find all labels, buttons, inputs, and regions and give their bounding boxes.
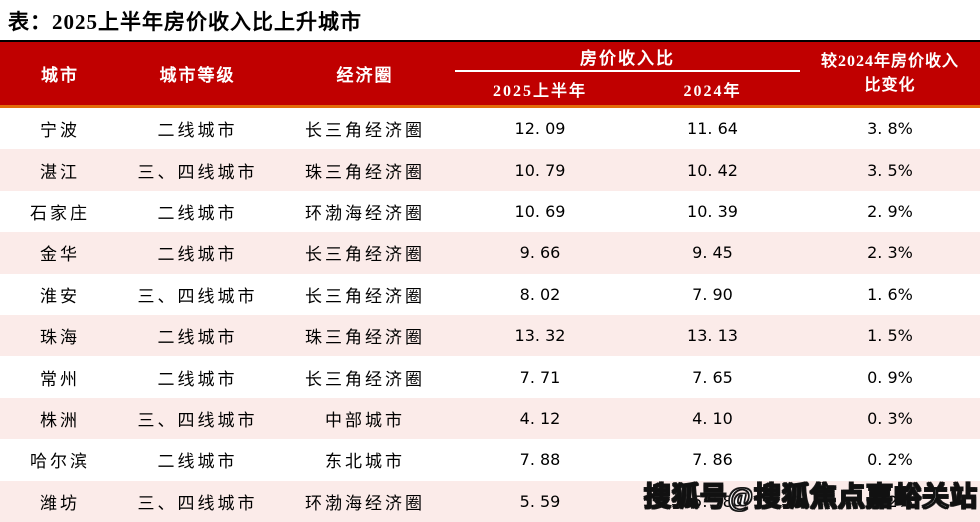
table-row: 常州 二线城市 长三角经济圈 7. 71 7. 65 0. 9% [0, 356, 980, 397]
cell-city: 潍坊 [40, 493, 80, 513]
cell-hpir-2024: 7. 65 [692, 367, 733, 387]
cell-hpir-2025: 13. 32 [514, 326, 566, 346]
cell-hpir-2025: 7. 71 [519, 367, 561, 387]
cell-region: 中部城市 [325, 410, 405, 430]
table-row: 湛江 三、四线城市 珠三角经济圈 10. 79 10. 42 3. 5% [0, 149, 980, 191]
cell-hpir-2024: 5. 58 [692, 491, 733, 511]
table-row: 哈尔滨 二线城市 东北城市 7. 88 7. 86 0. 2% [0, 439, 980, 480]
cell-hpir-2024: 11. 64 [687, 119, 738, 139]
cell-city: 宁波 [40, 121, 80, 141]
table-row: 宁波 二线城市 长三角经济圈 12. 09 11. 64 3. 8% [0, 108, 980, 149]
watermark-text: 搜狐号@搜狐焦点嘉峪关站 [643, 481, 978, 512]
cell-region: 珠三角经济圈 [305, 162, 425, 182]
header-region: 经济圈 [336, 66, 394, 85]
cell-tier: 二线城市 [157, 245, 238, 265]
cell-change: 0. 2% [867, 491, 913, 511]
cell-tier: 二线城市 [157, 452, 238, 472]
cell-hpir-2025: 5. 59 [519, 491, 561, 511]
table-row: 潍坊 三、四线城市 环渤海经济圈 5. 59 5. 58 0. 2% [0, 480, 980, 522]
cell-city: 常州 [40, 369, 80, 389]
header-tier: 城市等级 [159, 66, 236, 85]
header-change: 较2024年房价收入 比变化 [800, 42, 980, 105]
cell-tier: 二线城市 [157, 203, 238, 223]
cell-hpir-2025: 10. 69 [514, 201, 566, 221]
cell-region: 珠三角经济圈 [305, 328, 425, 348]
cell-hpir-2024: 7. 86 [692, 450, 733, 470]
cell-change: 0. 9% [867, 367, 913, 387]
cell-hpir-2024: 10. 39 [687, 201, 738, 221]
cell-city: 哈尔滨 [30, 452, 90, 472]
cell-region: 长三角经济圈 [305, 369, 425, 389]
cell-region: 环渤海经济圈 [305, 493, 425, 513]
cell-change: 1. 6% [867, 284, 913, 304]
cell-hpir-2025: 9. 66 [519, 243, 561, 263]
header-sub-2024: 2024年 [683, 82, 742, 100]
cell-hpir-2025: 12. 09 [514, 119, 566, 139]
cell-tier: 三、四线城市 [137, 410, 258, 430]
cell-hpir-2024: 10. 42 [687, 160, 738, 180]
table-body: 宁波 二线城市 长三角经济圈 12. 09 11. 64 3. 8% 湛江 三、… [0, 108, 980, 522]
cell-change: 0. 2% [867, 450, 913, 470]
cell-tier: 三、四线城市 [137, 162, 258, 182]
cell-hpir-2025: 4. 12 [519, 408, 561, 428]
cell-hpir-2024: 13. 13 [687, 326, 738, 346]
cell-city: 淮安 [40, 286, 80, 306]
cell-hpir-2025: 8. 02 [519, 284, 561, 304]
cell-hpir-2024: 9. 45 [692, 243, 733, 263]
cell-tier: 三、四线城市 [137, 286, 258, 306]
cell-hpir-2025: 7. 88 [519, 450, 561, 470]
header-group-underline [455, 70, 800, 72]
cell-change: 3. 5% [867, 160, 913, 180]
header-sub-2025h1: 2025上半年 [492, 82, 587, 100]
cell-change: 0. 3% [867, 408, 913, 428]
header-change-line1: 较2024年房价收入 [820, 52, 959, 70]
table-row: 珠海 二线城市 珠三角经济圈 13. 32 13. 13 1. 5% [0, 314, 980, 357]
table-title: 表：2025上半年房价收入比上升城市 [8, 10, 362, 34]
header-group-price-income-ratio: 房价收入比 2025上半年 2024年 [455, 42, 800, 105]
cell-change: 1. 5% [867, 326, 913, 346]
cell-tier: 二线城市 [157, 369, 238, 389]
table-row: 石家庄 二线城市 环渤海经济圈 10. 69 10. 39 2. 9% [0, 191, 980, 232]
table-row: 金华 二线城市 长三角经济圈 9. 66 9. 45 2. 3% [0, 232, 980, 274]
cell-city: 珠海 [40, 328, 80, 348]
cell-change: 2. 9% [867, 201, 913, 221]
table-header: 城市 城市等级 经济圈 房价收入比 2025上半年 2024年 较2024年房价… [0, 40, 980, 108]
cell-hpir-2025: 10. 79 [514, 160, 566, 180]
table-row: 淮安 三、四线城市 长三角经济圈 8. 02 7. 90 1. 6% [0, 274, 980, 315]
cell-region: 环渤海经济圈 [305, 203, 425, 223]
cell-city: 金华 [40, 245, 80, 265]
cell-region: 长三角经济圈 [305, 245, 425, 265]
cell-tier: 二线城市 [157, 121, 238, 141]
cell-change: 3. 8% [867, 119, 913, 139]
data-table: 城市 城市等级 经济圈 房价收入比 2025上半年 2024年 较2024年房价… [0, 40, 980, 522]
cell-city: 石家庄 [30, 203, 90, 223]
table-row: 株洲 三、四线城市 中部城市 4. 12 4. 10 0. 3% [0, 397, 980, 440]
cell-tier: 二线城市 [157, 328, 238, 348]
cell-city: 湛江 [40, 162, 80, 182]
header-change-line2: 比变化 [864, 76, 916, 94]
cell-change: 2. 3% [867, 243, 913, 263]
cell-hpir-2024: 7. 90 [692, 284, 733, 304]
cell-hpir-2024: 4. 10 [692, 408, 733, 428]
cell-city: 株洲 [40, 410, 80, 430]
cell-region: 长三角经济圈 [305, 121, 425, 141]
header-group-label: 房价收入比 [580, 49, 675, 68]
header-city: 城市 [41, 66, 79, 85]
cell-region: 东北城市 [325, 452, 405, 472]
cell-tier: 三、四线城市 [137, 493, 258, 513]
cell-region: 长三角经济圈 [305, 286, 425, 306]
